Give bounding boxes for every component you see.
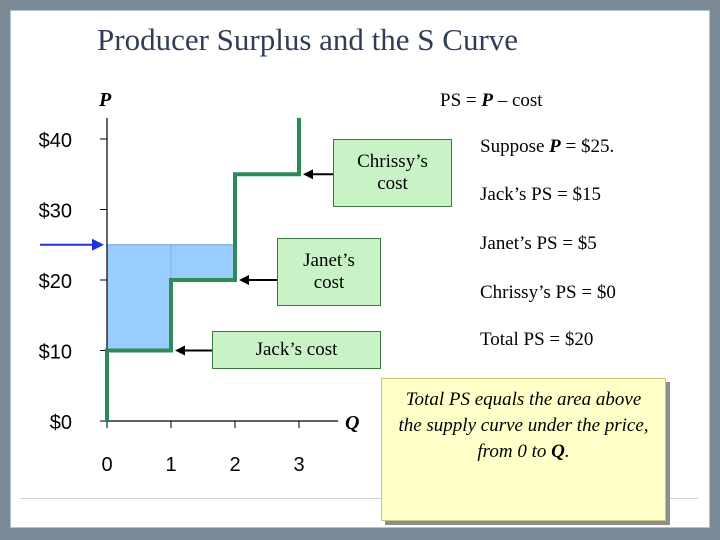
y-axis-label: P bbox=[98, 89, 112, 111]
x-tick-label-3: 3 bbox=[293, 454, 304, 476]
slide-title: Producer Surplus and the S Curve bbox=[97, 22, 519, 57]
ps-formula-var: P bbox=[481, 90, 493, 111]
y-tick-label-10: $10 bbox=[39, 342, 72, 364]
chrissy-cost-label: Chrissy’s cost bbox=[333, 139, 452, 207]
ps-jack: Jack’s PS = $15 bbox=[480, 184, 602, 205]
ps-suppose-prefix: Suppose bbox=[480, 136, 550, 157]
ps-chrissy: Chrissy’s PS = $0 bbox=[480, 282, 616, 303]
ps-formula: PS = P – cost bbox=[440, 90, 543, 112]
y-tick-label-0: $0 bbox=[50, 412, 72, 434]
janet-cost-line1: Janet’s bbox=[303, 250, 355, 271]
jack-cost-label: Jack’s cost bbox=[212, 331, 381, 369]
janet-cost-line2: cost bbox=[313, 272, 345, 293]
y-tick-label-30: $30 bbox=[39, 201, 72, 223]
note-end: . bbox=[564, 441, 570, 462]
surplus-area-0 bbox=[106, 244, 172, 351]
ps-formula-prefix: PS = bbox=[440, 90, 482, 111]
ps-suppose-var: P bbox=[549, 136, 561, 157]
ps-total: Total PS = $20 bbox=[480, 329, 594, 350]
y-tick-label-40: $40 bbox=[39, 130, 72, 152]
ps-suppose-suffix: = $25. bbox=[560, 136, 615, 157]
supply-curve bbox=[105, 117, 301, 421]
ps-janet: Janet’s PS = $5 bbox=[480, 233, 597, 254]
x-axis-label: Q bbox=[345, 412, 359, 434]
jack-cost-text: Jack’s cost bbox=[255, 339, 338, 360]
note-text: Total PS equals the area above the suppl… bbox=[398, 389, 649, 462]
note-var: Q bbox=[551, 441, 565, 462]
y-tick-label-20: $20 bbox=[39, 271, 72, 293]
x-tick-label-0: 0 bbox=[101, 454, 112, 476]
x-tick-label-1: 1 bbox=[165, 454, 176, 476]
chrissy-cost-line1: Chrissy’s bbox=[357, 151, 428, 172]
ps-formula-suffix: – cost bbox=[492, 90, 543, 111]
chrissy-cost-line2: cost bbox=[377, 173, 408, 194]
ps-suppose: Suppose P = $25. bbox=[480, 136, 614, 158]
surplus-area-1 bbox=[170, 244, 236, 281]
x-tick-label-2: 2 bbox=[229, 454, 240, 476]
slide-bottom-rule bbox=[20, 498, 698, 499]
janet-cost-label: Janet’s cost bbox=[277, 238, 381, 306]
total-ps-note: Total PS equals the area above the suppl… bbox=[381, 378, 666, 521]
